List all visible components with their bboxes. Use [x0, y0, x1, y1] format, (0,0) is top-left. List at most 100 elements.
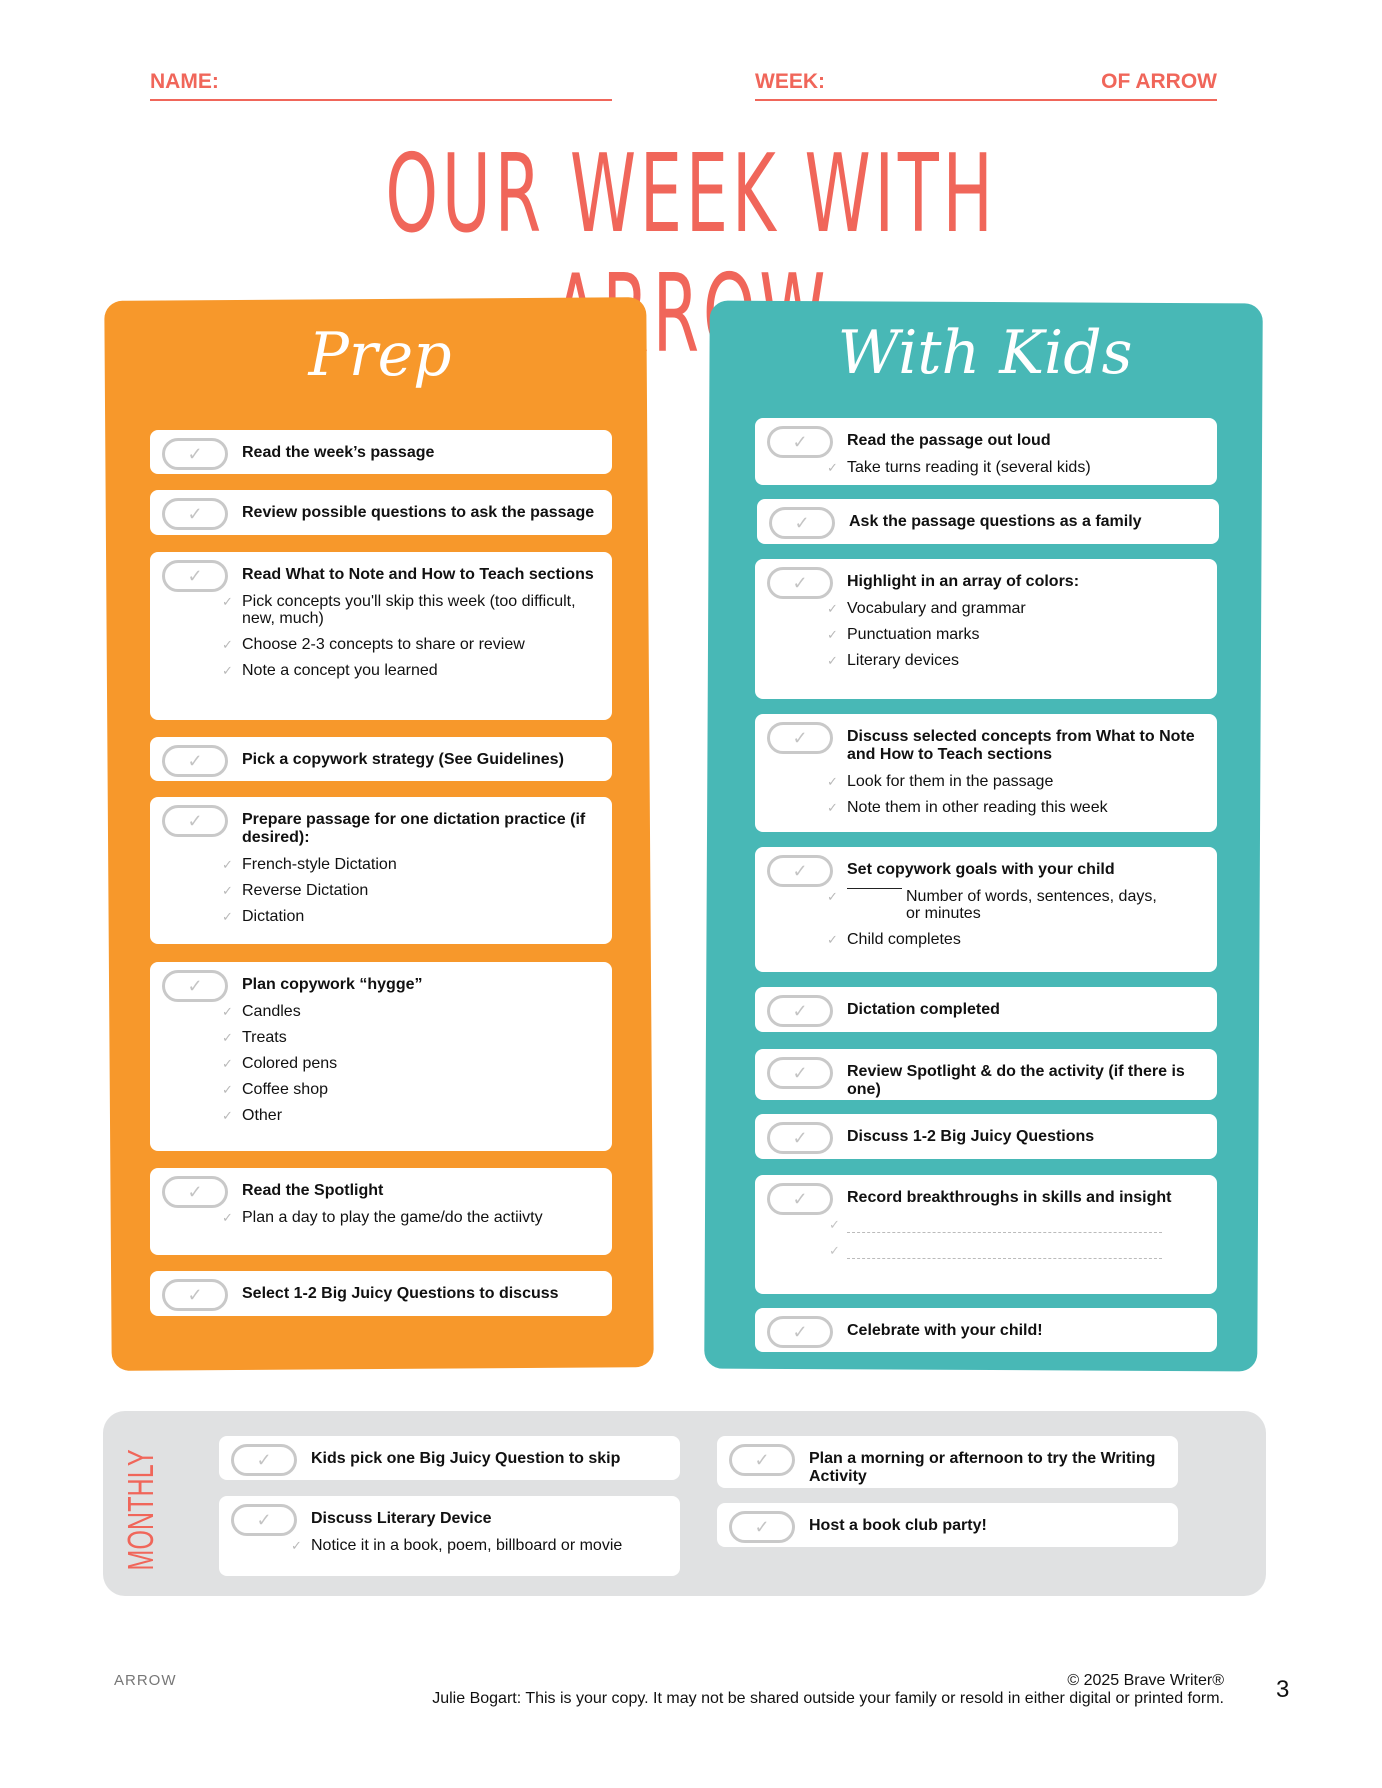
subtask-text: Choose 2-3 concepts to share or review — [242, 636, 525, 653]
subtask-item: ✓ Take turns reading it (several kids) — [827, 459, 1203, 476]
subtask-text: Pick concepts you'll skip this week (too… — [242, 593, 576, 627]
monthly-task-card: ✓ Discuss Literary Device ✓ Notice it in a … — [219, 1496, 680, 1576]
blank-line[interactable] — [847, 888, 902, 889]
subtask-item: ✓ Literary devices — [827, 652, 1203, 669]
checkbox-pill-icon[interactable]: ✓ — [767, 426, 833, 458]
checkbox-pill-icon[interactable]: ✓ — [729, 1444, 795, 1476]
checkbox-pill-icon[interactable]: ✓ — [231, 1504, 297, 1536]
kids-task-card: ✓ Set copywork goals with your child ✓ Numb… — [755, 847, 1217, 972]
check-mark-icon: ✓ — [222, 909, 233, 924]
check-mark-icon: ✓ — [222, 857, 233, 872]
prep-task-card: ✓ Review possible questions to ask the pa… — [150, 490, 612, 535]
subtask-item: ✓ Reverse Dictation — [222, 882, 598, 899]
subtask-item: ✓ Colored pens — [222, 1055, 598, 1072]
subtask-text: Note them in other reading this week — [847, 799, 1108, 816]
task-title: Read the passage out loud — [847, 432, 1051, 449]
kids-task-card: ✓ Discuss selected concepts from What to … — [755, 714, 1217, 832]
subtask-item: ✓ Other — [222, 1107, 598, 1124]
task-title: Kids pick one Big Juicy Question to skip — [311, 1450, 621, 1467]
check-mark-icon: ✓ — [222, 1082, 233, 1097]
checkbox-pill-icon[interactable]: ✓ — [767, 855, 833, 887]
check-mark-icon: ✓ — [827, 601, 838, 616]
subtask-text: Notice it in a book, poem, billboard or … — [311, 1537, 623, 1554]
task-title: Ask the passage questions as a family — [849, 513, 1142, 530]
prep-task-card: ✓ Prepare passage for one dictation pract… — [150, 797, 612, 944]
checkbox-pill-icon[interactable]: ✓ — [767, 722, 833, 754]
check-mark-icon: ✓ — [827, 889, 838, 904]
subtask-text: Other — [242, 1107, 283, 1124]
checkbox-pill-icon[interactable]: ✓ — [231, 1444, 297, 1476]
prep-task-card: ✓ Read the Spotlight ✓ Plan a day to play t… — [150, 1168, 612, 1255]
subtask-text: Colored pens — [242, 1055, 338, 1072]
task-title: Celebrate with your child! — [847, 1322, 1043, 1339]
prep-task-card: ✓ Read What to Note and How to Teach sect… — [150, 552, 612, 720]
week-suffix: OF ARROW — [1101, 70, 1217, 93]
checkbox-pill-icon[interactable]: ✓ — [162, 560, 228, 592]
prep-task-card: ✓ Read the week’s passage — [150, 430, 612, 474]
monthly-task-card: ✓ Kids pick one Big Juicy Question to ski… — [219, 1436, 680, 1480]
task-title: Discuss 1-2 Big Juicy Questions — [847, 1128, 1095, 1145]
task-title: Pick a copywork strategy (See Guidelines… — [242, 751, 564, 768]
checkbox-pill-icon[interactable]: ✓ — [162, 805, 228, 837]
subtask-text: Treats — [242, 1029, 287, 1046]
subtask-text: Reverse Dictation — [242, 882, 369, 899]
prep-task-card: ✓ Pick a copywork strategy (See Guideline… — [150, 737, 612, 781]
checkbox-pill-icon[interactable]: ✓ — [767, 567, 833, 599]
check-mark-icon: ✓ — [827, 627, 838, 642]
monthly-label: MONTHLY — [120, 1449, 161, 1571]
checkbox-pill-icon[interactable]: ✓ — [162, 498, 228, 530]
with-kids-heading: With Kids — [837, 318, 1133, 388]
subtask-item: ✓ Choose 2-3 concepts to share or review — [222, 636, 598, 653]
checkbox-pill-icon[interactable]: ✓ — [729, 1511, 795, 1543]
page-number: 3 — [1276, 1676, 1290, 1703]
blank-dashed-line[interactable]: ✓ — [829, 1243, 1162, 1259]
check-mark-icon: ✓ — [222, 637, 233, 652]
task-title: Record breakthroughs in skills and insig… — [847, 1189, 1172, 1206]
checkbox-pill-icon[interactable]: ✓ — [767, 995, 833, 1027]
subtask-item: ✓ French-style Dictation — [222, 856, 598, 873]
blank-dashed-line[interactable]: ✓ — [829, 1217, 1162, 1233]
week-field[interactable]: WEEK: OF ARROW — [755, 70, 1217, 101]
subtask-item: ✓ Coffee shop — [222, 1081, 598, 1098]
subtask-text: Child completes — [847, 931, 961, 948]
checkbox-pill-icon[interactable]: ✓ — [767, 1183, 833, 1215]
subtask-item: ✓ Look for them in the passage — [827, 773, 1203, 790]
name-field[interactable]: NAME: — [150, 70, 612, 101]
subtask-text: Dictation — [242, 908, 305, 925]
check-mark-icon: ✓ — [222, 883, 233, 898]
task-title: Host a book club party! — [809, 1517, 987, 1534]
copyright: © 2025 Brave Writer® — [1067, 1672, 1224, 1689]
check-mark-icon: ✓ — [222, 1056, 233, 1071]
subtask-item: ✓ Candles — [222, 1003, 598, 1020]
kids-task-card: ✓ Celebrate with your child! — [755, 1308, 1217, 1352]
task-title: Read the Spotlight — [242, 1182, 384, 1199]
check-mark-icon: ✓ — [222, 594, 233, 609]
checkbox-pill-icon[interactable]: ✓ — [767, 1316, 833, 1348]
task-title: Read What to Note and How to Teach secti… — [242, 566, 594, 583]
task-title: Prepare passage for one dictation practi… — [242, 811, 586, 846]
subtask-text: Take turns reading it (several kids) — [847, 459, 1091, 476]
subtask-item: ✓ Dictation — [222, 908, 598, 925]
checkbox-pill-icon[interactable]: ✓ — [162, 1176, 228, 1208]
checkbox-pill-icon[interactable]: ✓ — [767, 1057, 833, 1089]
arrow-logo: ARROW — [114, 1672, 177, 1689]
week-label: WEEK: — [755, 70, 825, 93]
kids-task-card: ✓ Read the passage out loud ✓ Take turns re… — [755, 418, 1217, 485]
subtask-item: ✓ Vocabulary and grammar — [827, 600, 1203, 617]
checkbox-pill-icon[interactable]: ✓ — [162, 745, 228, 777]
task-title: Discuss Literary Device — [311, 1510, 492, 1527]
subtask-text: Plan a day to play the game/do the actii… — [242, 1209, 543, 1226]
check-mark-icon: ✓ — [827, 932, 838, 947]
checkbox-pill-icon[interactable]: ✓ — [767, 1122, 833, 1154]
task-title: Dictation completed — [847, 1001, 1000, 1018]
task-title: Review Spotlight & do the activity (if t… — [847, 1063, 1185, 1098]
checkbox-pill-icon[interactable]: ✓ — [162, 970, 228, 1002]
check-mark-icon: ✓ — [222, 1108, 233, 1123]
checkbox-pill-icon[interactable]: ✓ — [769, 507, 835, 539]
checkbox-pill-icon[interactable]: ✓ — [162, 1279, 228, 1311]
subtask-text: Vocabulary and grammar — [847, 600, 1026, 617]
checkbox-pill-icon[interactable]: ✓ — [162, 438, 228, 470]
subtask-text: Look for them in the passage — [847, 773, 1054, 790]
kids-task-card: ✓ Ask the passage questions as a family — [757, 499, 1219, 544]
kids-task-card: ✓ Dictation completed — [755, 987, 1217, 1032]
